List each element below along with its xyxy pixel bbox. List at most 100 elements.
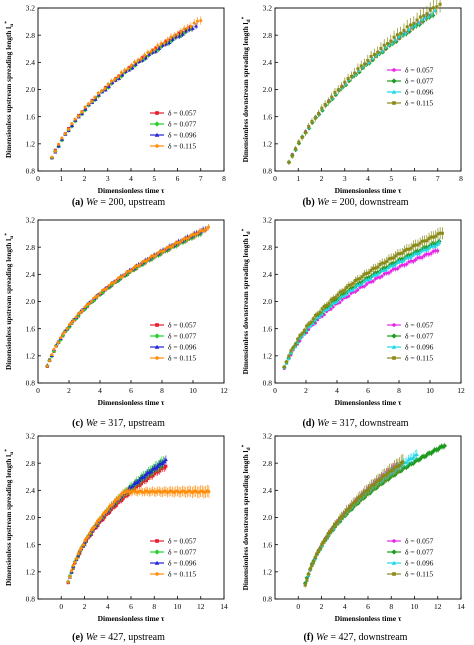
data-point xyxy=(162,249,166,253)
y-axis-label: Dimensionless upstream spreading length … xyxy=(4,233,15,370)
legend-marker xyxy=(392,68,396,72)
data-point xyxy=(152,471,156,475)
legend-marker xyxy=(391,78,397,84)
y-tick-label: 3.2 xyxy=(263,4,273,13)
data-point xyxy=(67,323,71,327)
data-point xyxy=(109,79,113,83)
data-point xyxy=(398,264,402,268)
data-point xyxy=(180,239,184,243)
data-point xyxy=(345,285,349,289)
data-point xyxy=(404,459,409,464)
data-point xyxy=(106,507,110,511)
data-point xyxy=(336,293,340,297)
legend-marker xyxy=(392,101,396,105)
y-tick-label: 2.8 xyxy=(263,243,273,252)
legend-label: δ = 0.077 xyxy=(168,332,197,341)
panel-caption: (f) We = 427, downstream xyxy=(237,632,474,643)
legend-label: δ = 0.077 xyxy=(405,77,434,86)
data-point xyxy=(76,312,80,316)
data-point xyxy=(116,501,120,505)
data-point xyxy=(107,283,111,287)
data-point xyxy=(323,538,327,542)
data-point xyxy=(399,461,403,465)
data-point xyxy=(96,294,100,298)
data-point xyxy=(413,23,418,27)
x-axis-label: Dimensionless time τ xyxy=(98,186,165,195)
data-point xyxy=(353,71,357,75)
data-point xyxy=(111,502,115,506)
data-point xyxy=(376,265,380,269)
data-point xyxy=(306,325,311,329)
data-point xyxy=(422,253,426,257)
data-points xyxy=(302,442,448,588)
data-point xyxy=(134,264,138,268)
caption-tag: (c) xyxy=(72,418,86,429)
y-tick-label: 3.2 xyxy=(263,432,273,441)
data-point xyxy=(365,271,369,275)
data-points xyxy=(45,224,210,369)
data-point xyxy=(415,18,419,22)
panel-caption: (a) We = 200, upstream xyxy=(0,197,237,208)
data-point xyxy=(195,19,199,23)
data-point xyxy=(337,296,342,300)
data-point xyxy=(173,34,178,39)
data-point xyxy=(297,140,301,144)
data-point xyxy=(83,107,88,111)
data-point xyxy=(416,243,420,247)
data-point xyxy=(437,240,442,245)
data-point xyxy=(423,15,428,20)
x-tick-label: 4 xyxy=(343,602,347,611)
data-point xyxy=(412,21,416,25)
panel-c: 0 2 4 6 8 10 12 0.8 1.2 1.6 2.0 2.4 2.8 3.2 Dimensionl… xyxy=(0,212,237,412)
data-point xyxy=(393,466,397,470)
data-point xyxy=(98,518,102,522)
data-point xyxy=(83,305,87,309)
data-point xyxy=(362,272,366,276)
data-point xyxy=(305,578,309,582)
data-point xyxy=(368,486,372,490)
data-point xyxy=(386,42,390,46)
data-point xyxy=(138,263,142,267)
data-point xyxy=(336,88,340,92)
caption-variable: We xyxy=(317,197,330,208)
data-point xyxy=(369,268,373,272)
chart-b: 0 1 2 3 4 5 6 7 8 0.8 1.2 1.6 2.0 2.4 2.8 3.2 Dimensionl… xyxy=(241,0,463,195)
data-point xyxy=(409,246,413,250)
legend-label: δ = 0.115 xyxy=(405,354,433,363)
data-point xyxy=(182,237,186,241)
data-point xyxy=(333,522,337,526)
caption-tag: (a) xyxy=(71,197,86,208)
data-point xyxy=(187,236,191,240)
data-point xyxy=(103,86,107,90)
data-point xyxy=(130,484,135,488)
data-point xyxy=(354,279,358,283)
data-point xyxy=(424,247,429,252)
data-point xyxy=(334,296,338,300)
y-tick-label: 1.6 xyxy=(263,324,273,333)
data-point xyxy=(426,14,431,18)
data-point xyxy=(142,479,146,483)
data-point xyxy=(162,41,166,45)
y-tick-label: 2.8 xyxy=(263,31,273,40)
data-point xyxy=(367,280,371,284)
legend-marker xyxy=(392,572,396,576)
data-point xyxy=(98,291,102,295)
data-point xyxy=(356,288,360,292)
y-tick-label: 2.8 xyxy=(26,459,36,468)
data-point xyxy=(57,142,61,146)
x-tick-label: 10 xyxy=(189,386,197,395)
data-point xyxy=(96,91,100,95)
data-point xyxy=(63,330,67,334)
data-point xyxy=(389,269,393,273)
data-point xyxy=(367,271,371,275)
data-point xyxy=(396,252,400,256)
data-point xyxy=(363,62,367,66)
x-axis-label: Dimensionless time τ xyxy=(335,398,402,407)
data-point xyxy=(388,469,392,473)
y-tick-label: 2.0 xyxy=(26,513,36,522)
data-point xyxy=(349,283,353,287)
data-point xyxy=(373,277,377,281)
data-point xyxy=(363,490,367,494)
data-point xyxy=(137,483,141,487)
